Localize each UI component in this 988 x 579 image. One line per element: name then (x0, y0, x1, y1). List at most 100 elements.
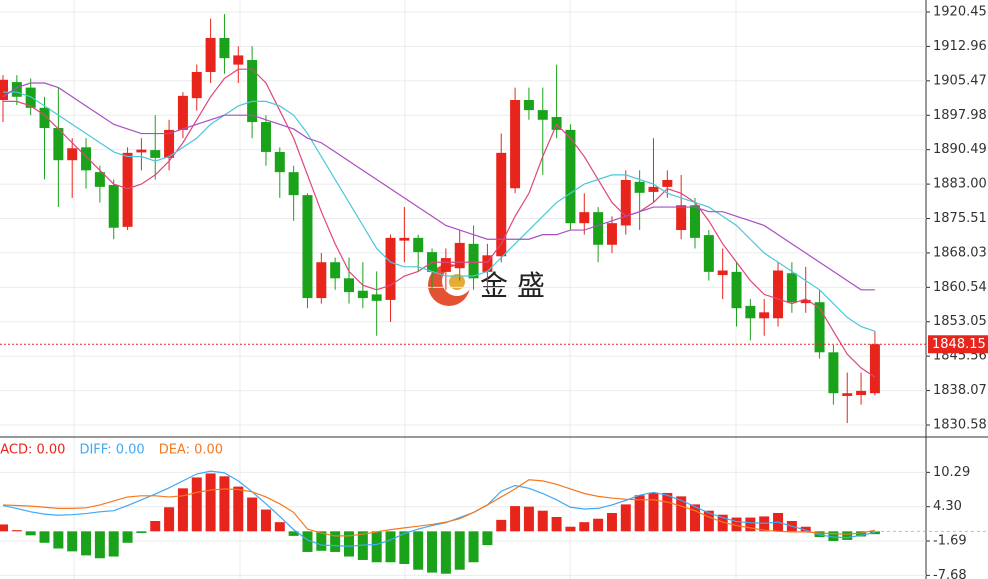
macd-bar (703, 510, 714, 532)
candle-body (191, 71, 202, 99)
candle-body (260, 122, 271, 152)
time-grid (73, 0, 737, 579)
candle-body (150, 150, 161, 158)
macd-bar (593, 518, 604, 532)
candle-body (800, 299, 811, 304)
macd-bar (690, 504, 700, 532)
macd-bar (150, 521, 161, 532)
candle-body (94, 172, 105, 187)
legend-entry: MACD: 0.00 (0, 443, 65, 458)
macd-bar (344, 531, 354, 557)
macd-bar (164, 507, 175, 532)
candle-body (468, 243, 479, 279)
candle-body (773, 270, 784, 319)
candle-body (703, 235, 714, 272)
y-tick-label: 1890.49 (933, 142, 987, 157)
macd-bar (606, 512, 617, 532)
macd-bar (316, 531, 327, 551)
candle-body (330, 262, 341, 279)
macd-bar (745, 517, 756, 532)
y-tick-label: 1853.05 (933, 314, 987, 329)
macd-bar (0, 524, 8, 532)
macd-bar (219, 476, 230, 532)
y-tick-label: 1830.58 (933, 418, 987, 433)
candle-body (869, 344, 880, 394)
macd-bar (413, 531, 424, 570)
macd-bar (260, 509, 271, 532)
macd-bar (800, 526, 811, 532)
macd-line (2, 479, 876, 537)
candle-body (759, 312, 770, 319)
candle-body (357, 290, 368, 299)
candle-body (731, 271, 742, 309)
macd-bar (177, 488, 188, 532)
y-tick-label: 1897.98 (933, 108, 987, 123)
candle-body (496, 152, 507, 257)
macd-bar (274, 522, 285, 532)
candle-body (316, 262, 327, 299)
macd-bar (634, 495, 645, 532)
y-tick-label: 1838.07 (933, 383, 987, 398)
candle-body (0, 79, 8, 101)
macd-bar (648, 492, 659, 532)
macd-bar (288, 531, 299, 536)
macd-bar (385, 531, 396, 563)
macd-bar (482, 531, 493, 546)
y-tick-label: 1875.51 (933, 211, 987, 226)
candle-body (399, 237, 410, 241)
candle-body (81, 147, 92, 171)
candle-body (219, 37, 230, 59)
macd-bar (330, 531, 341, 552)
candle-body (371, 294, 382, 301)
macd-bar (399, 531, 410, 564)
candle-body (510, 100, 521, 189)
candle-body (786, 273, 797, 303)
candle-body (11, 82, 22, 97)
y-tick-label: 10.29 (933, 465, 970, 480)
y-tick-label: 1883.00 (933, 177, 987, 192)
macd-bar (828, 531, 839, 542)
moving-average-line (3, 68, 876, 378)
candle-body (67, 148, 78, 161)
watermark-text: 金 盛 (480, 269, 545, 302)
candle-body (247, 60, 258, 123)
macd-bar (108, 531, 119, 557)
last-price-label: 1848.15 (932, 337, 986, 352)
y-tick-label: 1860.54 (933, 280, 987, 295)
legend-entry: DEA: 0.00 (159, 443, 223, 458)
candle-body (551, 117, 562, 130)
macd-bar (510, 506, 521, 532)
candle-body (593, 212, 604, 245)
macd-bar (11, 530, 22, 532)
macd-line (2, 470, 876, 547)
y-tick-label: 4.30 (933, 499, 962, 514)
macd-bar (731, 517, 742, 532)
candle-body (440, 258, 451, 272)
candle-body (662, 179, 673, 187)
macd-bar (233, 486, 244, 532)
macd-bar (440, 531, 451, 574)
candle-body (606, 223, 617, 245)
macd-bar (67, 531, 78, 552)
macd-bar (247, 497, 258, 532)
candle-body (579, 212, 590, 224)
candle-body (205, 37, 216, 72)
macd-bar (579, 522, 590, 532)
macd-bar (676, 496, 687, 532)
macd-bar (662, 492, 673, 532)
macd-bar (122, 531, 133, 543)
macd-bar (496, 519, 507, 532)
candle-body (537, 110, 548, 120)
candle-body (233, 55, 244, 65)
candle-body (413, 237, 424, 253)
candle-body (177, 95, 188, 130)
candle-body (108, 185, 119, 228)
candle-body (690, 205, 700, 238)
macd-bar (551, 516, 562, 532)
candle-body (122, 152, 133, 227)
macd-bar (136, 531, 147, 534)
macd-bar (302, 531, 313, 552)
candle-body (814, 302, 825, 353)
candle-body (454, 242, 465, 269)
